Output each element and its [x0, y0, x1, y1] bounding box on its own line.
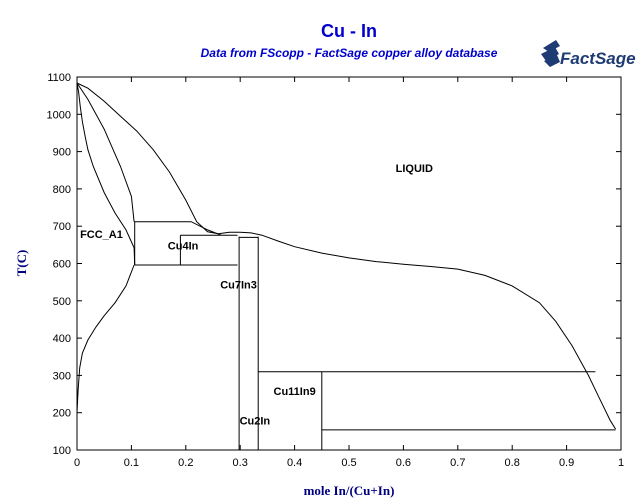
y-tick-label: 100	[53, 445, 71, 457]
y-tick-label: 600	[53, 259, 71, 271]
x-tick-label: 0.8	[505, 457, 520, 469]
phase-label: FCC_A1	[80, 229, 123, 241]
phase-label: Cu4In	[168, 240, 199, 252]
phase-boundary-line	[76, 82, 617, 430]
x-tick-label: 0.7	[450, 457, 465, 469]
x-tick-label: 0.6	[396, 457, 411, 469]
y-tick-label: 1000	[47, 109, 71, 121]
phase-boundary-line	[76, 82, 136, 266]
axes: 0 0.1 0.2 0.3 0.4 0.5 0.6 0.7 0.8 0.9 110020030040…	[47, 72, 625, 469]
phase-label: Cu2In	[240, 416, 271, 428]
factsage-logo: FactSage	[541, 40, 636, 68]
plot-frame	[76, 76, 622, 451]
phase-boundary-line	[76, 82, 135, 222]
y-tick-label: 400	[53, 333, 71, 345]
x-tick-label: 0.5	[341, 457, 356, 469]
y-tick-label: 700	[53, 221, 71, 233]
y-tick-label: 1100	[47, 72, 71, 84]
x-axis-title: mole In/(Cu+In)	[304, 483, 395, 498]
chart-subtitle: Data from FScopp - FactSage copper alloy…	[201, 46, 498, 60]
phase-label: LIQUID	[396, 163, 433, 175]
y-tick-label: 900	[53, 147, 71, 159]
phase-boundary-line	[76, 264, 135, 413]
y-tick-label: 200	[53, 408, 71, 420]
phase-label: Cu11In9	[274, 386, 316, 398]
logo-swoosh-icon	[541, 40, 560, 67]
y-tick-label: 500	[53, 296, 71, 308]
logo-wordmark: FactSage	[560, 49, 636, 68]
x-tick-label: 0	[74, 457, 80, 469]
y-tick-label: 300	[53, 370, 71, 382]
x-tick-label: 0.3	[233, 457, 248, 469]
y-axis-title: T(C)	[14, 250, 29, 277]
x-tick-label: 0.2	[178, 457, 193, 469]
phase-label: Cu7In3	[220, 279, 257, 291]
phase-boundary-line	[134, 221, 222, 236]
x-tick-label: 0.4	[287, 457, 302, 469]
chart-title: Cu - In	[321, 21, 377, 41]
phase-labels: LIQUID FCC_A1 Cu4In Cu7In3 Cu11In9 Cu2In	[80, 163, 433, 428]
x-tick-label: 1	[618, 457, 624, 469]
x-tick-label: 0.9	[559, 457, 574, 469]
y-tick-label: 800	[53, 184, 71, 196]
phase-boundaries	[76, 82, 617, 450]
x-tick-label: 0.1	[124, 457, 139, 469]
